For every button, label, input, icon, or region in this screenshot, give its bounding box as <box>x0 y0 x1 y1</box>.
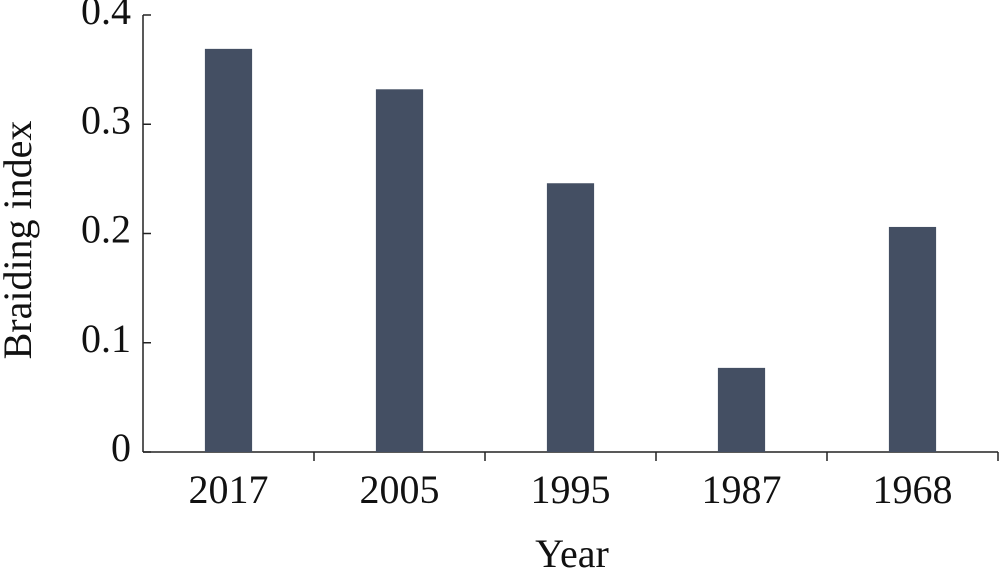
bar <box>546 183 595 452</box>
bar <box>375 89 424 452</box>
y-tick-label: 0.1 <box>81 316 131 361</box>
x-tick-label: 1968 <box>873 467 953 512</box>
x-tick-label: 2005 <box>360 467 440 512</box>
x-tick-label: 1987 <box>702 467 782 512</box>
y-tick-label: 0 <box>111 425 131 470</box>
y-tick-label: 0.4 <box>81 0 131 33</box>
y-axis-title: Braiding index <box>0 121 40 360</box>
x-tick-label: 2017 <box>189 467 269 512</box>
y-tick-label: 0.3 <box>81 97 131 142</box>
y-tick-label: 0.2 <box>81 207 131 252</box>
x-tick-label: 1995 <box>531 467 611 512</box>
x-axis-title: Year <box>535 531 609 575</box>
bar <box>717 367 766 452</box>
bar <box>888 226 937 452</box>
bar <box>204 48 253 453</box>
